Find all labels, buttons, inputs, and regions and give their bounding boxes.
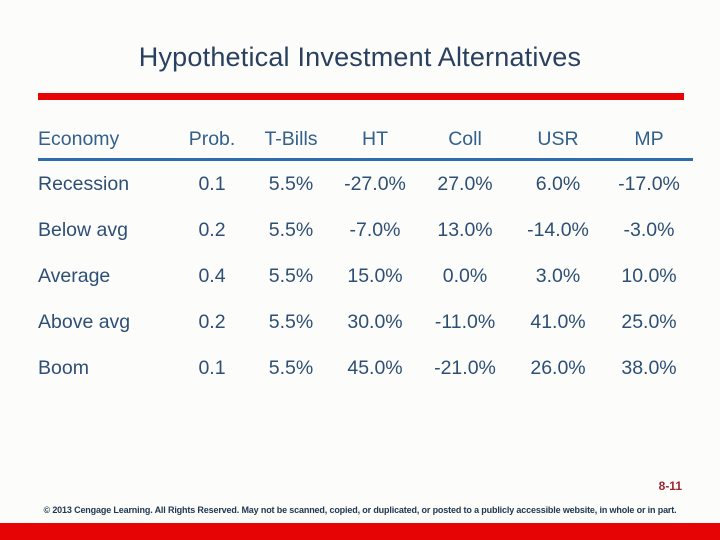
cell-value: -7.0% (349, 218, 401, 241)
cell-value: 10.0% (621, 264, 677, 287)
table-row: Recession 0.1 5.5% -27.0% 27.0% 6.0% -17.0% (38, 160, 693, 208)
economy-label: Average (38, 264, 111, 287)
cell-value: 5.5% (268, 264, 314, 287)
cell-value: 30.0% (347, 310, 403, 333)
slide-title: Hypothetical Investment Alternatives (138, 42, 582, 72)
cell-value: 25.0% (621, 310, 677, 333)
cell-value: 0.1 (198, 356, 226, 379)
cell-value: 0.0% (442, 264, 488, 287)
column-header-ht: HT (331, 128, 419, 161)
economy-label: Recession (38, 172, 130, 195)
table-body: Recession 0.1 5.5% -27.0% 27.0% 6.0% -17.0% Bel… (38, 160, 693, 392)
cell-value: 5.5% (268, 218, 314, 241)
column-header-usr: USR (511, 128, 605, 161)
cell-value: -17.0% (618, 172, 680, 195)
table-row: Below avg 0.2 5.5% -7.0% 13.0% -14.0% -3.0% (38, 207, 693, 253)
table-row: Average 0.4 5.5% 15.0% 0.0% 3.0% 10.0% (38, 253, 693, 299)
cell-value: 13.0% (437, 218, 493, 241)
column-header-economy: Economy (38, 128, 173, 161)
cell-value: -21.0% (434, 356, 496, 379)
cell-value: 5.5% (268, 172, 314, 195)
cell-value: 0.2 (198, 310, 226, 333)
cell-value: 15.0% (347, 264, 403, 287)
cell-value: 41.0% (530, 310, 586, 333)
table-row: Above avg 0.2 5.5% 30.0% -11.0% 41.0% 25.0% (38, 299, 693, 345)
cell-value: -27.0% (344, 172, 406, 195)
economy-label: Above avg (38, 310, 131, 333)
cell-value: 27.0% (437, 172, 493, 195)
cell-value: 45.0% (347, 356, 403, 379)
cell-value: -14.0% (527, 218, 589, 241)
economy-label: Below avg (38, 218, 128, 241)
cell-value: -11.0% (434, 310, 496, 333)
economy-label: Boom (38, 356, 89, 379)
bottom-red-bar (0, 523, 720, 540)
cell-value: 0.4 (198, 264, 226, 287)
cell-value: 5.5% (268, 356, 314, 379)
table-row: Boom 0.1 5.5% 45.0% -21.0% 26.0% 38.0% (38, 345, 693, 391)
table-header-row: Economy Prob. T-Bills HT Coll USR MP (38, 128, 693, 161)
cell-value: 0.1 (198, 172, 226, 195)
cell-value: 38.0% (621, 356, 677, 379)
copyright-text: © 2013 Cengage Learning. All Rights Rese… (43, 505, 677, 515)
cell-value: 6.0% (535, 172, 581, 195)
column-header-prob: Prob. (173, 128, 251, 161)
investment-alternatives-table: Economy Prob. T-Bills HT Coll USR MP Recession… (38, 128, 693, 391)
column-header-mp: MP (605, 128, 693, 161)
page-number: 8-11 (658, 479, 682, 493)
cell-value: -3.0% (623, 218, 675, 241)
column-header-tbills: T-Bills (251, 128, 331, 161)
cell-value: 3.0% (535, 264, 581, 287)
column-header-coll: Coll (419, 128, 511, 161)
cell-value: 0.2 (198, 218, 226, 241)
cell-value: 5.5% (268, 310, 314, 333)
cell-value: 26.0% (530, 356, 586, 379)
title-divider-bar (38, 93, 684, 100)
